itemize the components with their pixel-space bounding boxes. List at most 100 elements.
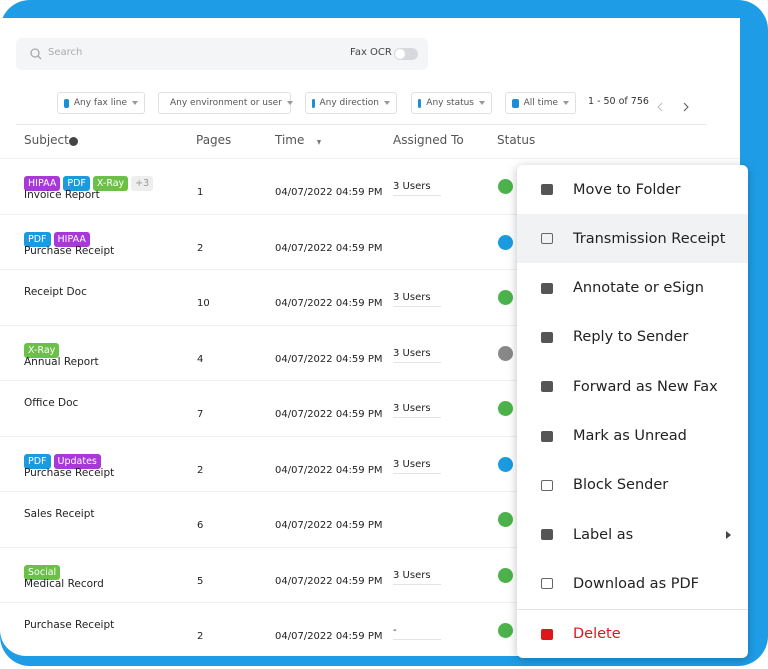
status-icon	[498, 567, 513, 583]
status-icon	[498, 179, 513, 194]
table-row[interactable]: Purchase Receipt 2 04/07/2022 04:59 PM -	[0, 602, 740, 656]
tag-list: Social	[24, 560, 63, 580]
menu-item[interactable]: Reply to Sender	[517, 313, 748, 362]
search-bar[interactable]: Search Fax OCR	[16, 38, 428, 70]
menu-item[interactable]: Forward as New Fax	[517, 362, 748, 411]
menu-item[interactable]: Mark as Unread	[517, 412, 748, 461]
menu-icon	[541, 578, 553, 590]
table-row[interactable]: X-Ray Annual Report 4 04/07/2022 04:59 PM 3 …	[0, 324, 740, 380]
subject: Purchase Receipt	[24, 619, 115, 631]
pages: 1	[197, 187, 204, 198]
menu-label: Annotate or eSign	[573, 280, 704, 297]
tag: X-Ray	[24, 342, 60, 358]
time: 04/07/2022 04:59 PM	[275, 242, 383, 254]
pages: 10	[197, 298, 210, 309]
time: 04/07/2022 04:59 PM	[275, 464, 383, 476]
filter-dropdown[interactable]: Any status	[411, 92, 492, 114]
menu-item[interactable]: Move to Folder	[517, 165, 748, 214]
subject: Annual Report	[24, 355, 99, 368]
page-arrows[interactable]	[656, 102, 692, 112]
menu-item[interactable]: Transmission Receipt	[517, 214, 748, 264]
filter-dropdown[interactable]: All time	[505, 92, 576, 114]
menu-label: Label as	[573, 526, 634, 543]
page-nav[interactable]	[656, 97, 692, 116]
filter-dropdown[interactable]: Any fax line	[57, 92, 145, 114]
status-icon	[498, 623, 513, 638]
tag: X-Ray	[92, 176, 129, 191]
menu-item[interactable]: Delete	[517, 608, 748, 658]
table-row[interactable]: Sales Receipt 6 04/07/2022 04:59 PM	[0, 491, 740, 546]
menu-item[interactable]: Annotate or eSign	[517, 264, 748, 313]
assigned-to: 3 Users	[393, 348, 441, 363]
pages: 2	[197, 464, 204, 476]
info-icon	[69, 137, 78, 146]
column-header[interactable]: Assigned To	[393, 133, 464, 147]
menu-icon	[541, 529, 553, 541]
table-row[interactable]: PDF HIPAA Purchase Receipt 2 04/07/2022 04:5…	[0, 213, 740, 269]
subject: Purchase Receipt	[24, 244, 115, 257]
column-header[interactable]: Time	[275, 133, 305, 147]
pages: 2	[197, 631, 204, 642]
time: 04/07/2022 04:59 PM	[275, 187, 383, 198]
menu-item[interactable]: Label as	[517, 510, 748, 559]
menu-icon	[541, 331, 553, 343]
pages: 2	[197, 242, 204, 254]
tag: Updates	[53, 453, 101, 469]
subject: Receipt Doc	[24, 286, 87, 298]
menu-label: Reply to Sender	[573, 329, 689, 346]
submenu-arrow	[726, 531, 731, 540]
filter-icon	[64, 98, 69, 108]
time: 04/07/2022 04:59 PM	[275, 520, 383, 531]
table-row[interactable]: PDF Updates Purchase Receipt 2 04/07/2022 04…	[0, 435, 740, 491]
assigned-to: -	[393, 625, 441, 640]
column-header: Status	[497, 133, 536, 147]
chevron	[479, 101, 485, 105]
menu-item[interactable]: Download as PDF	[517, 559, 748, 608]
time: 04/07/2022 04:59 PM	[275, 575, 383, 587]
tag: +3	[131, 176, 154, 191]
tag: Social	[24, 564, 61, 580]
menu-icon	[541, 479, 553, 491]
search-icon	[30, 48, 42, 60]
search-placeholder: Search	[48, 47, 83, 58]
tag-list: PDF Updates	[24, 449, 104, 469]
filter-label: Any fax line	[73, 98, 127, 108]
tag: HIPAA	[24, 176, 61, 191]
subject: Sales Receipt	[24, 508, 95, 520]
filter-label: Any environment or user	[170, 98, 282, 108]
menu-label: Transmission Receipt	[573, 230, 726, 247]
tag: PDF	[63, 176, 90, 191]
menu-item[interactable]: Block Sender	[517, 461, 748, 510]
time: 04/07/2022 04:59 PM	[275, 298, 383, 309]
table-row[interactable]: Receipt Doc 10 04/07/2022 04:59 PM 3 Users	[0, 269, 740, 324]
sort-arrow	[317, 140, 321, 145]
menu-icon	[541, 282, 553, 294]
column-header[interactable]: Subject	[24, 133, 69, 147]
fax-ocr-toggle[interactable]	[394, 48, 418, 60]
column-header[interactable]: Pages	[196, 133, 232, 147]
filter-label: Any status	[426, 98, 474, 108]
filter-icon	[418, 98, 422, 108]
menu-icon	[541, 233, 553, 245]
table-row[interactable]: HIPAA PDF X-Ray +3 Invoice Report 1 04/07/2022…	[0, 158, 740, 213]
menu-icon	[541, 184, 553, 195]
table-row[interactable]: Social Medical Record 5 04/07/2022 04:59 PM…	[0, 546, 740, 602]
status-icon	[498, 345, 513, 361]
pages: 4	[197, 353, 204, 365]
subject: Office Doc	[24, 397, 79, 409]
filter-icon	[312, 98, 315, 108]
menu-label: Move to Folder	[573, 181, 681, 198]
status-icon	[498, 234, 513, 250]
filter-icon	[512, 98, 519, 108]
filter-dropdown[interactable]: Any environment or user	[158, 92, 293, 114]
divider	[16, 124, 706, 125]
subject: Invoice Report	[24, 189, 100, 201]
table-row[interactable]: Office Doc 7 04/07/2022 04:59 PM 3 Users	[0, 380, 740, 435]
menu-label: Mark as Unread	[573, 428, 687, 444]
filter-dropdown[interactable]: Any direction	[305, 92, 397, 114]
menu-label: Forward as New Fax	[573, 378, 718, 395]
assigned-to: 3 Users	[393, 292, 441, 307]
menu-icon	[541, 628, 553, 640]
subject: Purchase Receipt	[24, 466, 115, 479]
